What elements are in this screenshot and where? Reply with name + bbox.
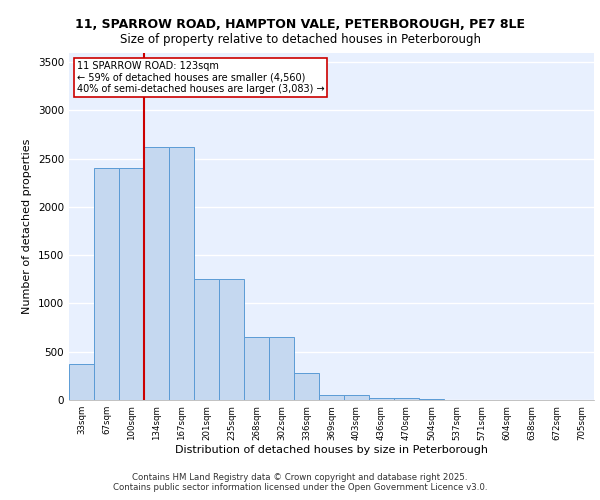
X-axis label: Distribution of detached houses by size in Peterborough: Distribution of detached houses by size …: [175, 446, 488, 456]
Y-axis label: Number of detached properties: Number of detached properties: [22, 138, 32, 314]
Bar: [69, 364, 94, 400]
Text: Contains HM Land Registry data © Crown copyright and database right 2025.
Contai: Contains HM Land Registry data © Crown c…: [113, 473, 487, 492]
Bar: [244, 338, 269, 400]
Bar: [369, 398, 394, 400]
Bar: [144, 146, 169, 400]
Text: 11, SPARROW ROAD, HAMPTON VALE, PETERBOROUGH, PE7 8LE: 11, SPARROW ROAD, HAMPTON VALE, PETERBOR…: [75, 18, 525, 30]
Bar: [194, 280, 219, 400]
Bar: [394, 398, 419, 400]
Bar: [219, 280, 244, 400]
Bar: [344, 395, 369, 400]
Text: Size of property relative to detached houses in Peterborough: Size of property relative to detached ho…: [119, 32, 481, 46]
Bar: [94, 168, 119, 400]
Text: 11 SPARROW ROAD: 123sqm
← 59% of detached houses are smaller (4,560)
40% of semi: 11 SPARROW ROAD: 123sqm ← 59% of detache…: [77, 61, 325, 94]
Bar: [294, 374, 319, 400]
Bar: [319, 395, 344, 400]
Bar: [419, 399, 444, 400]
Bar: [119, 168, 144, 400]
Bar: [169, 146, 194, 400]
Bar: [269, 338, 294, 400]
